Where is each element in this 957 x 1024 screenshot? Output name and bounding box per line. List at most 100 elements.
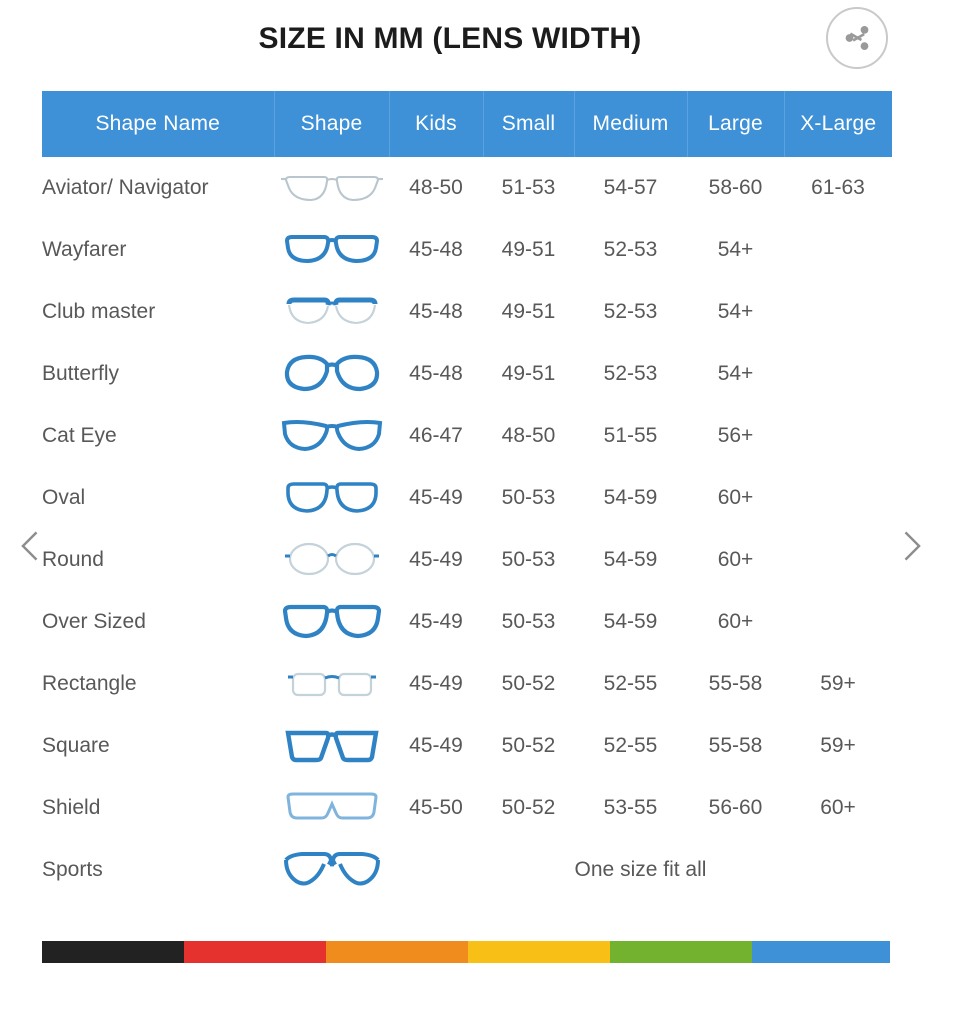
size-xlarge-cell [784, 219, 892, 281]
size-xlarge-cell: 59+ [784, 715, 892, 777]
size-kids-cell: 45-48 [389, 281, 483, 343]
table-row: Aviator/ Navigator [42, 157, 892, 219]
table-row: Butterfly 45-48 [42, 343, 892, 405]
size-xlarge-cell [784, 467, 892, 529]
shape-name-cell: Sports [42, 839, 274, 901]
size-xlarge-cell [784, 343, 892, 405]
share-icon [842, 23, 872, 53]
size-kids-cell: 45-49 [389, 591, 483, 653]
size-medium-cell: 52-53 [574, 343, 687, 405]
size-small-cell: 50-52 [483, 777, 574, 839]
column-header-shape: Shape [274, 91, 390, 157]
shape-name-cell: Wayfarer [42, 219, 274, 281]
shape-name-cell: Round [42, 529, 274, 591]
size-kids-cell: 45-49 [389, 467, 483, 529]
size-kids-cell: 48-50 [389, 157, 483, 219]
shape-icon-cell [274, 591, 389, 653]
title-bar: SIZE IN MM (LENS WIDTH) [0, 0, 957, 86]
one-size-note-cell: One size fit all [389, 839, 892, 901]
size-medium-cell: 53-55 [574, 777, 687, 839]
share-button[interactable] [826, 7, 888, 69]
next-arrow-button[interactable] [884, 515, 940, 577]
size-medium-cell: 52-55 [574, 653, 687, 715]
size-small-cell: 50-53 [483, 467, 574, 529]
size-small-cell: 49-51 [483, 343, 574, 405]
prev-arrow-button[interactable] [2, 515, 58, 577]
table-row: Square 45-49 [42, 715, 892, 777]
size-small-cell: 50-53 [483, 591, 574, 653]
size-medium-cell: 52-53 [574, 281, 687, 343]
shape-icon-cell [274, 219, 389, 281]
shape-name-cell: Cat Eye [42, 405, 274, 467]
size-kids-cell: 45-50 [389, 777, 483, 839]
color-swatch-orange [326, 941, 468, 963]
oval-glasses-icon [280, 476, 384, 520]
shape-name-cell: Club master [42, 281, 274, 343]
column-header-small: Small [483, 91, 575, 157]
page-title: SIZE IN MM (LENS WIDTH) [258, 22, 642, 55]
shape-icon-cell [274, 343, 389, 405]
shape-icon-cell [274, 839, 389, 901]
round-glasses-icon [280, 538, 384, 582]
footer-whitespace [0, 965, 957, 1024]
size-small-cell: 48-50 [483, 405, 574, 467]
color-swatch-black [42, 941, 184, 963]
size-large-cell: 58-60 [687, 157, 784, 219]
size-kids-cell: 45-48 [389, 219, 483, 281]
chevron-right-icon [895, 522, 929, 570]
size-large-cell: 55-58 [687, 715, 784, 777]
size-medium-cell: 51-55 [574, 405, 687, 467]
size-large-cell: 55-58 [687, 653, 784, 715]
column-header-xlarge: X-Large [784, 91, 892, 157]
shape-icon-cell [274, 777, 389, 839]
size-large-cell: 54+ [687, 343, 784, 405]
table-row: Club master [42, 281, 892, 343]
size-large-cell: 60+ [687, 467, 784, 529]
shape-name-cell: Square [42, 715, 274, 777]
shield-glasses-icon [280, 786, 384, 830]
wayfarer-glasses-icon [280, 228, 384, 272]
size-large-cell: 54+ [687, 219, 784, 281]
square-glasses-icon [280, 724, 384, 768]
shape-name-cell: Rectangle [42, 653, 274, 715]
shape-icon-cell [274, 529, 389, 591]
table-row: Over Sized 45-49 [42, 591, 892, 653]
shape-name-cell: Shield [42, 777, 274, 839]
chevron-left-icon [13, 522, 47, 570]
size-xlarge-cell [784, 591, 892, 653]
column-header-kids: Kids [389, 91, 484, 157]
shape-icon-cell [274, 157, 389, 219]
shape-name-cell: Oval [42, 467, 274, 529]
size-xlarge-cell: 60+ [784, 777, 892, 839]
color-swatch-red [184, 941, 326, 963]
size-medium-cell: 54-59 [574, 467, 687, 529]
color-swatch-bar [42, 941, 890, 963]
size-medium-cell: 54-59 [574, 529, 687, 591]
size-medium-cell: 52-55 [574, 715, 687, 777]
shape-name-cell: Aviator/ Navigator [42, 157, 274, 219]
color-swatch-blue [752, 941, 890, 963]
shape-name-cell: Over Sized [42, 591, 274, 653]
column-header-large: Large [687, 91, 785, 157]
table-row: Rectangle [42, 653, 892, 715]
size-small-cell: 50-53 [483, 529, 574, 591]
table-row: Shield 45-50 50-52 53-55 56-6 [42, 777, 892, 839]
size-small-cell: 49-51 [483, 281, 574, 343]
table-header-row: Shape Name Shape Kids Small Medium Large… [42, 91, 892, 157]
size-large-cell: 56+ [687, 405, 784, 467]
size-small-cell: 49-51 [483, 219, 574, 281]
size-kids-cell: 45-49 [389, 715, 483, 777]
table-header: Shape Name Shape Kids Small Medium Large… [42, 91, 892, 157]
size-chart-table-wrapper: Shape Name Shape Kids Small Medium Large… [42, 91, 892, 901]
size-xlarge-cell: 61-63 [784, 157, 892, 219]
size-large-cell: 54+ [687, 281, 784, 343]
size-small-cell: 50-52 [483, 715, 574, 777]
oversized-glasses-icon [280, 600, 384, 644]
size-kids-cell: 46-47 [389, 405, 483, 467]
size-small-cell: 51-53 [483, 157, 574, 219]
cateye-glasses-icon [280, 414, 384, 458]
size-xlarge-cell [784, 529, 892, 591]
size-kids-cell: 45-49 [389, 653, 483, 715]
color-swatch-yellow [468, 941, 610, 963]
